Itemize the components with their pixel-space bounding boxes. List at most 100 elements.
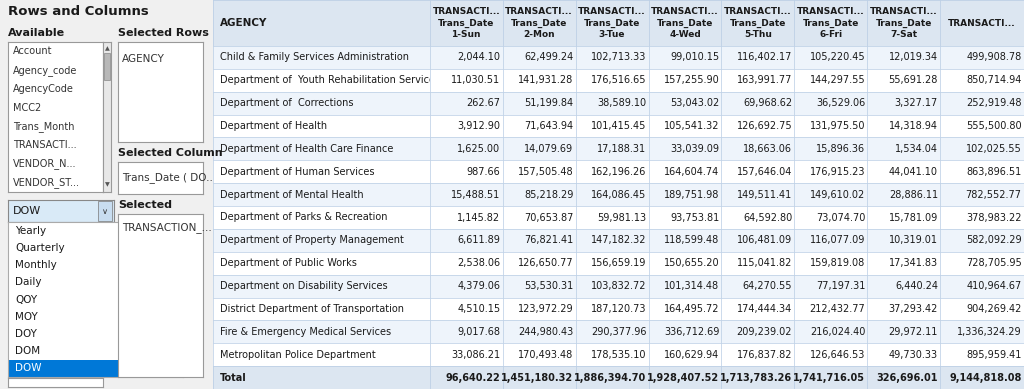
Text: 38,589.10: 38,589.10 [597, 98, 646, 108]
Text: 1,713,783.26: 1,713,783.26 [720, 373, 793, 382]
Text: 1,625.00: 1,625.00 [458, 144, 501, 154]
Bar [103, 53, 111, 79]
Text: 55,691.28: 55,691.28 [889, 75, 938, 85]
Text: 15,896.36: 15,896.36 [816, 144, 865, 154]
Text: ▼: ▼ [104, 182, 110, 187]
Text: 6,611.89: 6,611.89 [458, 235, 501, 245]
Text: 782,552.77: 782,552.77 [966, 189, 1022, 200]
Text: Department of Human Services: Department of Human Services [219, 167, 374, 177]
Text: Yearly: Yearly [15, 226, 46, 236]
Text: 157,255.90: 157,255.90 [664, 75, 719, 85]
Text: 147,182.32: 147,182.32 [591, 235, 646, 245]
Text: Trans_Date: Trans_Date [876, 18, 932, 28]
Text: MCC2: MCC2 [12, 103, 41, 113]
Text: 36,529.06: 36,529.06 [816, 98, 865, 108]
Text: TRANSACTI...: TRANSACTI... [12, 140, 77, 150]
Text: 336,712.69: 336,712.69 [664, 327, 719, 337]
Text: 164,604.74: 164,604.74 [664, 167, 719, 177]
Text: 15,781.09: 15,781.09 [889, 212, 938, 223]
Text: 9,017.68: 9,017.68 [458, 327, 501, 337]
Text: Trans_Month: Trans_Month [12, 121, 75, 132]
Text: 71,643.94: 71,643.94 [524, 121, 573, 131]
Text: 15,488.51: 15,488.51 [452, 189, 501, 200]
Text: Department of Parks & Recreation: Department of Parks & Recreation [219, 212, 387, 223]
Text: 77,197.31: 77,197.31 [816, 281, 865, 291]
Text: Monthly: Monthly [15, 260, 56, 270]
Text: Selected: Selected [118, 200, 172, 210]
Text: 103,832.72: 103,832.72 [591, 281, 646, 291]
Text: 105,541.32: 105,541.32 [664, 121, 719, 131]
Text: 1,886,394.70: 1,886,394.70 [574, 373, 646, 382]
Text: 410,964.67: 410,964.67 [967, 281, 1022, 291]
Text: 1,534.04: 1,534.04 [895, 144, 938, 154]
Text: 159,819.08: 159,819.08 [810, 258, 865, 268]
Text: Department of Property Management: Department of Property Management [219, 235, 403, 245]
Text: 126,646.53: 126,646.53 [810, 350, 865, 360]
Text: 49,730.33: 49,730.33 [889, 350, 938, 360]
Text: 149,610.02: 149,610.02 [810, 189, 865, 200]
Text: 150,655.20: 150,655.20 [664, 258, 719, 268]
Text: Trans_Date: Trans_Date [438, 18, 495, 28]
Text: 3,912.90: 3,912.90 [458, 121, 501, 131]
Text: 326,696.01: 326,696.01 [877, 373, 938, 382]
Text: Available: Available [8, 28, 66, 38]
Text: 102,713.33: 102,713.33 [591, 53, 646, 62]
Text: 4,379.06: 4,379.06 [458, 281, 501, 291]
Text: Department of Mental Health: Department of Mental Health [219, 189, 364, 200]
Text: 160,629.94: 160,629.94 [664, 350, 719, 360]
Text: 176,837.82: 176,837.82 [736, 350, 793, 360]
Text: TRANSACTI...: TRANSACTI... [432, 7, 500, 16]
Text: 118,599.48: 118,599.48 [664, 235, 719, 245]
Text: Trans_Date ( DO...: Trans_Date ( DO... [122, 173, 216, 184]
Text: DOW: DOW [13, 206, 42, 216]
Text: Account: Account [12, 46, 52, 56]
Text: 85,218.29: 85,218.29 [524, 189, 573, 200]
Text: 262.67: 262.67 [467, 98, 501, 108]
Text: 176,915.23: 176,915.23 [810, 167, 865, 177]
Text: 11,030.51: 11,030.51 [452, 75, 501, 85]
Text: 10,319.01: 10,319.01 [889, 235, 938, 245]
Text: Child & Family Services Administration: Child & Family Services Administration [219, 53, 409, 62]
Text: 70,653.87: 70,653.87 [524, 212, 573, 223]
Text: Trans_Date: Trans_Date [584, 18, 640, 28]
Text: Department of Health Care Finance: Department of Health Care Finance [219, 144, 393, 154]
Text: Department of Health: Department of Health [219, 121, 327, 131]
Text: 904,269.42: 904,269.42 [966, 304, 1022, 314]
Text: DOW: DOW [15, 363, 42, 373]
Text: 189,751.98: 189,751.98 [664, 189, 719, 200]
Text: 123,972.29: 123,972.29 [518, 304, 573, 314]
Text: 156,659.19: 156,659.19 [591, 258, 646, 268]
Text: 1,741,716.05: 1,741,716.05 [794, 373, 865, 382]
Text: 53,530.31: 53,530.31 [524, 281, 573, 291]
Text: 9,144,818.08: 9,144,818.08 [949, 373, 1022, 382]
Text: 17,341.83: 17,341.83 [889, 258, 938, 268]
Text: 64,270.55: 64,270.55 [742, 281, 793, 291]
Text: AGENCY: AGENCY [122, 54, 165, 64]
Text: 170,493.48: 170,493.48 [518, 350, 573, 360]
Text: 1,451,180.32: 1,451,180.32 [502, 373, 573, 382]
Text: Department of Public Works: Department of Public Works [219, 258, 356, 268]
Text: 44,041.10: 44,041.10 [889, 167, 938, 177]
Text: Trans_Date: Trans_Date [803, 18, 859, 28]
Text: MOY: MOY [15, 312, 38, 322]
Text: 12,019.34: 12,019.34 [889, 53, 938, 62]
Text: VENDOR_N...: VENDOR_N... [12, 158, 76, 169]
Text: 987.66: 987.66 [467, 167, 501, 177]
Text: 106,481.09: 106,481.09 [737, 235, 793, 245]
Text: 157,505.48: 157,505.48 [518, 167, 573, 177]
Text: 290,377.96: 290,377.96 [591, 327, 646, 337]
Text: Fire & Emergency Medical Services: Fire & Emergency Medical Services [219, 327, 390, 337]
Text: 37,293.42: 37,293.42 [889, 304, 938, 314]
Bar [98, 201, 112, 221]
Text: Department on Disability Services: Department on Disability Services [219, 281, 387, 291]
Text: ▲: ▲ [104, 47, 110, 51]
Text: Selected Column: Selected Column [118, 148, 222, 158]
Text: 53,043.02: 53,043.02 [670, 98, 719, 108]
Text: 2,044.10: 2,044.10 [458, 53, 501, 62]
Text: 1,928,407.52: 1,928,407.52 [647, 373, 719, 382]
Text: 5-Thu: 5-Thu [744, 30, 772, 39]
Text: 33,086.21: 33,086.21 [452, 350, 501, 360]
Text: 28,886.11: 28,886.11 [889, 189, 938, 200]
Text: 164,086.45: 164,086.45 [591, 189, 646, 200]
Text: 101,415.45: 101,415.45 [591, 121, 646, 131]
